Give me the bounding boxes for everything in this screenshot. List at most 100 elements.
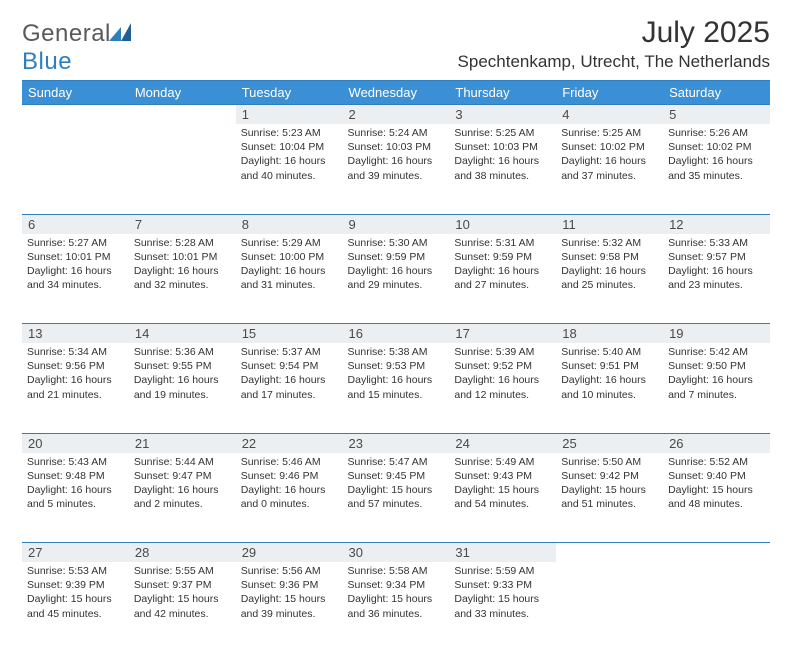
day-details: Sunrise: 5:50 AMSunset: 9:42 PMDaylight:… [556, 453, 663, 516]
day-body-cell: Sunrise: 5:33 AMSunset: 9:57 PMDaylight:… [663, 234, 770, 324]
weekday-header: Sunday [22, 81, 129, 105]
day-details: Sunrise: 5:23 AMSunset: 10:04 PMDaylight… [236, 124, 343, 187]
day-number-cell [556, 543, 663, 563]
day-body-row: Sunrise: 5:23 AMSunset: 10:04 PMDaylight… [22, 124, 770, 214]
brand-name: GeneralBlue [22, 20, 133, 76]
day-body-cell: Sunrise: 5:55 AMSunset: 9:37 PMDaylight:… [129, 562, 236, 652]
day-number-cell [129, 105, 236, 125]
day-body-cell: Sunrise: 5:31 AMSunset: 9:59 PMDaylight:… [449, 234, 556, 324]
day-body-cell: Sunrise: 5:25 AMSunset: 10:02 PMDaylight… [556, 124, 663, 214]
day-body-cell: Sunrise: 5:53 AMSunset: 9:39 PMDaylight:… [22, 562, 129, 652]
day-number-cell: 7 [129, 214, 236, 234]
day-details: Sunrise: 5:30 AMSunset: 9:59 PMDaylight:… [343, 234, 450, 297]
calendar-grid: SundayMondayTuesdayWednesdayThursdayFrid… [22, 81, 770, 652]
day-number-cell: 10 [449, 214, 556, 234]
day-body-cell: Sunrise: 5:52 AMSunset: 9:40 PMDaylight:… [663, 453, 770, 543]
day-number-cell: 1 [236, 105, 343, 125]
day-details: Sunrise: 5:43 AMSunset: 9:48 PMDaylight:… [22, 453, 129, 516]
day-number-cell: 14 [129, 324, 236, 344]
day-body-cell [22, 124, 129, 214]
day-details: Sunrise: 5:52 AMSunset: 9:40 PMDaylight:… [663, 453, 770, 516]
day-details: Sunrise: 5:47 AMSunset: 9:45 PMDaylight:… [343, 453, 450, 516]
day-body-cell [556, 562, 663, 652]
day-details: Sunrise: 5:26 AMSunset: 10:02 PMDaylight… [663, 124, 770, 187]
day-number-cell: 11 [556, 214, 663, 234]
weekday-header: Wednesday [343, 81, 450, 105]
day-number-row: 6789101112 [22, 214, 770, 234]
weekday-header-row: SundayMondayTuesdayWednesdayThursdayFrid… [22, 81, 770, 105]
weekday-header: Monday [129, 81, 236, 105]
day-details: Sunrise: 5:37 AMSunset: 9:54 PMDaylight:… [236, 343, 343, 406]
day-body-cell: Sunrise: 5:30 AMSunset: 9:59 PMDaylight:… [343, 234, 450, 324]
day-number-cell: 12 [663, 214, 770, 234]
day-number-row: 20212223242526 [22, 433, 770, 453]
day-body-cell: Sunrise: 5:46 AMSunset: 9:46 PMDaylight:… [236, 453, 343, 543]
day-body-cell: Sunrise: 5:42 AMSunset: 9:50 PMDaylight:… [663, 343, 770, 433]
day-body-cell [663, 562, 770, 652]
day-body-row: Sunrise: 5:34 AMSunset: 9:56 PMDaylight:… [22, 343, 770, 433]
day-body-row: Sunrise: 5:53 AMSunset: 9:39 PMDaylight:… [22, 562, 770, 652]
month-title: July 2025 [458, 16, 770, 50]
day-details: Sunrise: 5:58 AMSunset: 9:34 PMDaylight:… [343, 562, 450, 625]
day-body-cell: Sunrise: 5:32 AMSunset: 9:58 PMDaylight:… [556, 234, 663, 324]
day-number-cell: 15 [236, 324, 343, 344]
day-details: Sunrise: 5:55 AMSunset: 9:37 PMDaylight:… [129, 562, 236, 625]
day-details: Sunrise: 5:39 AMSunset: 9:52 PMDaylight:… [449, 343, 556, 406]
day-details: Sunrise: 5:38 AMSunset: 9:53 PMDaylight:… [343, 343, 450, 406]
day-details: Sunrise: 5:44 AMSunset: 9:47 PMDaylight:… [129, 453, 236, 516]
day-number-cell: 16 [343, 324, 450, 344]
day-number-cell [663, 543, 770, 563]
day-number-cell: 26 [663, 433, 770, 453]
day-body-cell: Sunrise: 5:36 AMSunset: 9:55 PMDaylight:… [129, 343, 236, 433]
weekday-header: Tuesday [236, 81, 343, 105]
day-number-cell: 20 [22, 433, 129, 453]
day-details: Sunrise: 5:46 AMSunset: 9:46 PMDaylight:… [236, 453, 343, 516]
day-details: Sunrise: 5:25 AMSunset: 10:02 PMDaylight… [556, 124, 663, 187]
day-details: Sunrise: 5:25 AMSunset: 10:03 PMDaylight… [449, 124, 556, 187]
day-number-cell: 8 [236, 214, 343, 234]
page-header: GeneralBlue July 2025 Spechtenkamp, Utre… [22, 16, 770, 76]
day-details: Sunrise: 5:42 AMSunset: 9:50 PMDaylight:… [663, 343, 770, 406]
day-number-cell: 25 [556, 433, 663, 453]
day-details: Sunrise: 5:27 AMSunset: 10:01 PMDaylight… [22, 234, 129, 297]
day-body-cell: Sunrise: 5:34 AMSunset: 9:56 PMDaylight:… [22, 343, 129, 433]
day-body-cell: Sunrise: 5:58 AMSunset: 9:34 PMDaylight:… [343, 562, 450, 652]
day-number-cell [22, 105, 129, 125]
day-details: Sunrise: 5:49 AMSunset: 9:43 PMDaylight:… [449, 453, 556, 516]
day-body-cell: Sunrise: 5:44 AMSunset: 9:47 PMDaylight:… [129, 453, 236, 543]
day-number-cell: 2 [343, 105, 450, 125]
day-number-cell: 6 [22, 214, 129, 234]
day-details: Sunrise: 5:56 AMSunset: 9:36 PMDaylight:… [236, 562, 343, 625]
day-number-cell: 18 [556, 324, 663, 344]
day-body-cell: Sunrise: 5:29 AMSunset: 10:00 PMDaylight… [236, 234, 343, 324]
day-number-cell: 17 [449, 324, 556, 344]
calendar-page: GeneralBlue July 2025 Spechtenkamp, Utre… [0, 0, 792, 664]
day-body-cell [129, 124, 236, 214]
day-number-cell: 4 [556, 105, 663, 125]
day-details: Sunrise: 5:24 AMSunset: 10:03 PMDaylight… [343, 124, 450, 187]
day-number-cell: 21 [129, 433, 236, 453]
day-body-cell: Sunrise: 5:39 AMSunset: 9:52 PMDaylight:… [449, 343, 556, 433]
day-number-cell: 24 [449, 433, 556, 453]
day-number-cell: 5 [663, 105, 770, 125]
day-details: Sunrise: 5:29 AMSunset: 10:00 PMDaylight… [236, 234, 343, 297]
brand-mark-icon [109, 23, 133, 41]
title-block: July 2025 Spechtenkamp, Utrecht, The Net… [458, 16, 770, 72]
day-body-row: Sunrise: 5:43 AMSunset: 9:48 PMDaylight:… [22, 453, 770, 543]
day-details: Sunrise: 5:32 AMSunset: 9:58 PMDaylight:… [556, 234, 663, 297]
day-number-cell: 27 [22, 543, 129, 563]
day-body-cell: Sunrise: 5:27 AMSunset: 10:01 PMDaylight… [22, 234, 129, 324]
day-number-cell: 19 [663, 324, 770, 344]
weekday-header: Friday [556, 81, 663, 105]
brand-logo: GeneralBlue [22, 16, 133, 76]
day-number-cell: 22 [236, 433, 343, 453]
day-number-cell: 9 [343, 214, 450, 234]
day-details: Sunrise: 5:31 AMSunset: 9:59 PMDaylight:… [449, 234, 556, 297]
day-number-row: 2728293031 [22, 543, 770, 563]
weekday-header: Thursday [449, 81, 556, 105]
day-number-cell: 31 [449, 543, 556, 563]
day-number-row: 13141516171819 [22, 324, 770, 344]
day-number-cell: 29 [236, 543, 343, 563]
day-body-row: Sunrise: 5:27 AMSunset: 10:01 PMDaylight… [22, 234, 770, 324]
day-number-cell: 28 [129, 543, 236, 563]
